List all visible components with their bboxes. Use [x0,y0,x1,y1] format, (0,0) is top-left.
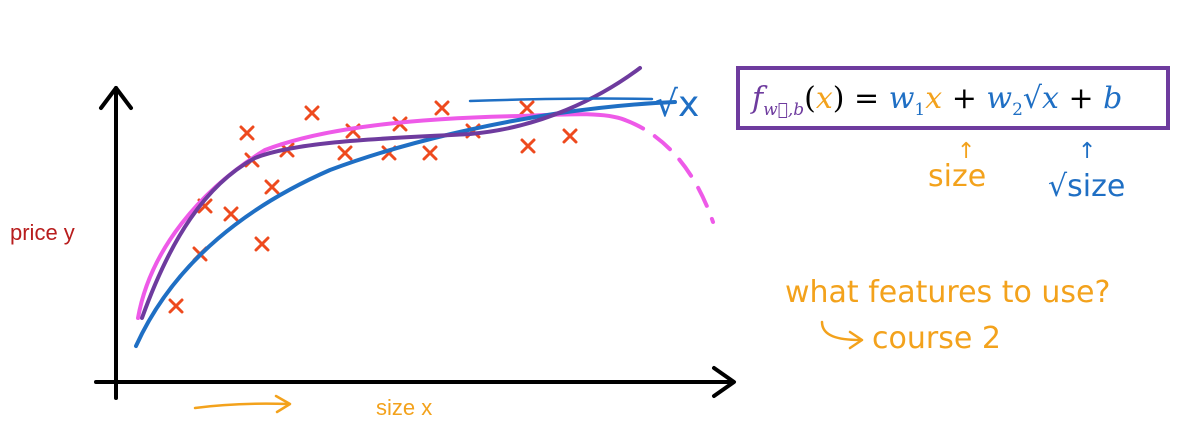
features-question: what features to use? [785,275,1110,310]
data-point-marker [337,145,353,161]
formula-plus-1: + [942,81,986,116]
formula-x: x [816,81,833,116]
sqrt-x-tangent-line [468,97,654,103]
model-formula: fw⃗,b(x) = w1x + w2√x + b [750,81,1122,120]
formula-plus-2: + [1059,81,1103,116]
hook-arrow-icon [820,320,864,350]
blue-fit-curve [134,100,677,348]
formula-close-paren: ) [833,81,845,116]
size-arrow: ↑ [957,139,975,164]
y-axis-label: price y [10,220,75,245]
formula-w1: w [889,81,915,116]
x-axis-label: size x [376,395,432,420]
data-points [168,100,578,314]
formula-x1: x [925,81,942,116]
purple-fit-curve [140,66,642,320]
formula-w2-sub: 2 [1012,100,1023,120]
magenta-fit-curve [136,112,627,320]
formula-sqrt: √ [1023,81,1043,116]
x-axis-arrowhead [712,366,736,398]
formula-open-paren: ( [804,81,816,116]
formula-w1-sub: 1 [914,100,925,120]
data-point-marker [223,206,239,222]
data-point-marker [264,179,280,195]
data-point-marker [519,100,535,116]
size-feature-label: size [928,159,986,194]
data-point-marker [434,100,450,116]
sqrt-size-feature-label: √size [1048,169,1125,204]
formula-w2: w [986,81,1012,116]
formula-subscript: w⃗,b [763,100,804,120]
data-point-marker [168,298,184,314]
sqrt-size-arrow: ↑ [1078,139,1096,164]
formula-frame [736,66,1170,130]
course-2-reference: course 2 [872,321,1001,356]
sqrt-x-label: √x [655,84,699,125]
formula-box: fw⃗,b(x) = w1x + w2√x + b [736,66,1170,130]
data-point-marker [520,138,536,154]
formula-equals: = [845,81,889,116]
data-point-marker [304,105,320,121]
axes [94,86,736,400]
x-direction-arrow [193,394,292,414]
data-point-marker [239,125,255,141]
magenta-fit-curve-dashed [623,118,715,224]
formula-b: b [1103,81,1122,116]
formula-x2: x [1042,81,1059,116]
y-axis-arrowhead [99,86,133,110]
data-point-marker [422,145,438,161]
data-point-marker [254,236,270,252]
data-point-marker [562,128,578,144]
fit-curves [134,66,715,348]
